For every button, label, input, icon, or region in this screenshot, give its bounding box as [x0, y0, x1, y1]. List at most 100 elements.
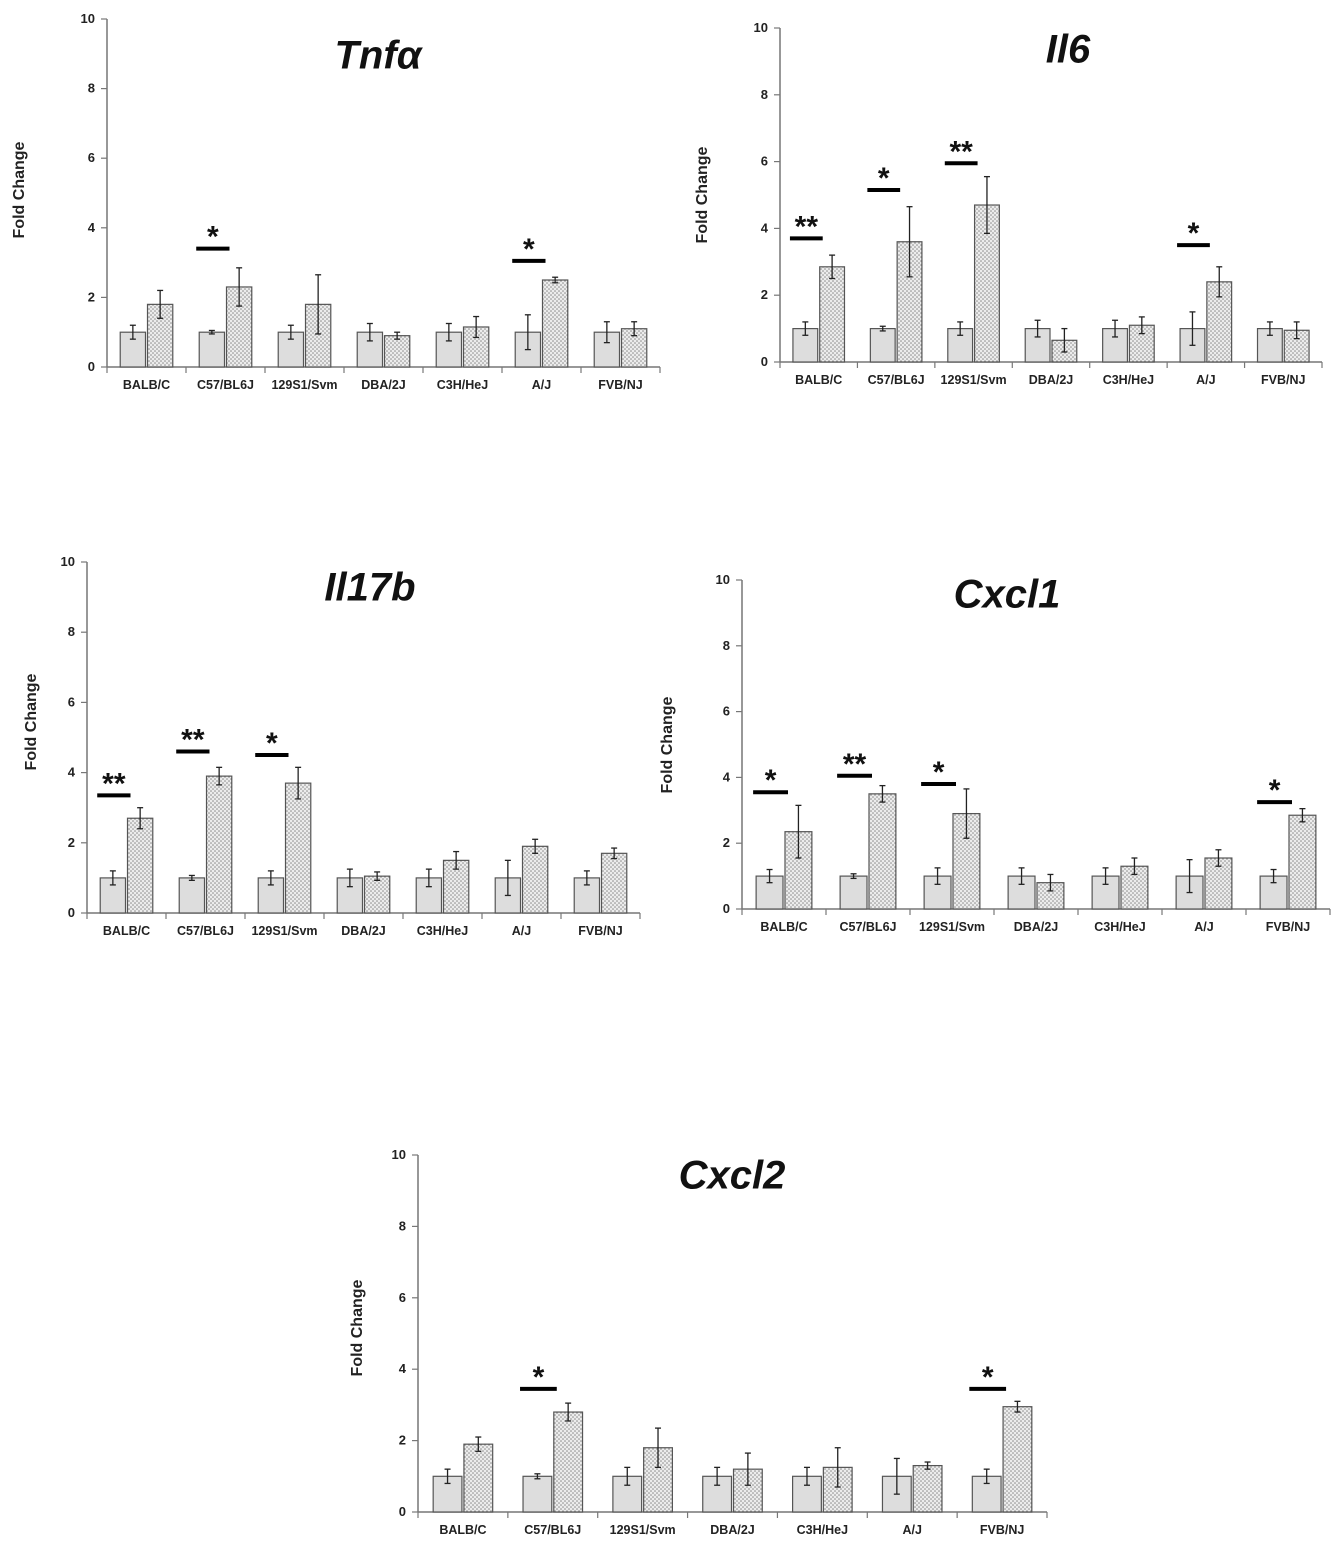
bar-series-2 [1002, 1406, 1033, 1513]
y-axis-label: Fold Change [11, 141, 28, 238]
x-tick-label: C57/BL6J [868, 373, 925, 387]
significance-label: ** [181, 724, 205, 757]
x-tick-label: C3H/HeJ [797, 1523, 848, 1537]
chart-panel-5: Cxcl2 Fold Change 0 2 4 6 8 10 BALB/C C57/BL6J 129… [349, 1147, 1048, 1537]
significance-label: ** [795, 210, 819, 243]
y-tick-label: 4 [399, 1361, 407, 1376]
x-tick-label: BALB/C [795, 373, 842, 387]
x-tick-label: A/J [512, 924, 532, 938]
x-tick-label: DBA/2J [710, 1523, 755, 1537]
y-tick-label: 6 [88, 150, 95, 165]
significance-label: * [523, 233, 535, 266]
y-tick-label: 4 [88, 220, 96, 235]
chart-title: Il6 [1046, 28, 1091, 72]
x-tick-label: 129S1/Svm [610, 1523, 676, 1537]
x-tick-label: C3H/HeJ [1094, 920, 1145, 934]
y-axis-label: Fold Change [659, 696, 676, 793]
bar-series-1 [869, 328, 896, 363]
x-tick-label: C57/BL6J [197, 378, 254, 392]
x-tick-label: FVB/NJ [578, 924, 623, 938]
y-tick-label: 4 [68, 765, 76, 780]
y-tick-label: 0 [723, 901, 730, 916]
y-tick-label: 6 [68, 694, 75, 709]
y-tick-label: 10 [392, 1147, 406, 1162]
bar-series-2 [363, 875, 391, 914]
chart-title: Tnfα [335, 34, 424, 78]
y-tick-label: 0 [761, 354, 768, 369]
y-tick-label: 10 [61, 554, 75, 569]
significance-label: * [533, 1361, 545, 1394]
chart-title: Il17b [324, 566, 415, 610]
bar-series-1 [522, 1475, 553, 1513]
x-tick-label: A/J [902, 1523, 922, 1537]
chart-panel-4: Cxcl1 Fold Change 0 2 4 6 8 10 BALB/C C57/BL6J 129… [659, 572, 1331, 934]
x-tick-label: FVB/NJ [598, 378, 643, 392]
x-tick-label: 129S1/Svm [271, 378, 337, 392]
y-axis-label: Fold Change [349, 1279, 366, 1376]
bar-series-2 [521, 845, 549, 914]
significance-label: * [765, 764, 777, 797]
x-tick-label: 129S1/Svm [251, 924, 317, 938]
chart-title: Cxcl2 [679, 1154, 786, 1198]
chart-panel-3: Il17b Fold Change 0 2 4 6 8 10 BALB/C C57/BL6J 129… [23, 554, 641, 938]
x-tick-label: FVB/NJ [1266, 920, 1311, 934]
x-tick-label: BALB/C [439, 1523, 486, 1537]
y-tick-label: 8 [68, 624, 75, 639]
x-tick-label: FVB/NJ [1261, 373, 1306, 387]
bar-series-1 [839, 875, 868, 910]
x-tick-label: C3H/HeJ [1103, 373, 1154, 387]
significance-label: * [266, 727, 278, 760]
y-tick-label: 4 [723, 769, 731, 784]
bar-series-1 [947, 328, 974, 363]
significance-label: * [1269, 774, 1281, 807]
x-tick-label: FVB/NJ [980, 1523, 1025, 1537]
y-tick-label: 8 [88, 81, 95, 96]
bar-series-2 [1204, 857, 1233, 910]
significance-label: * [933, 756, 945, 789]
y-tick-label: 2 [761, 287, 768, 302]
x-tick-label: DBA/2J [361, 378, 406, 392]
x-tick-label: DBA/2J [1029, 373, 1074, 387]
y-tick-label: 2 [68, 835, 75, 850]
y-tick-label: 0 [88, 359, 95, 374]
bar-series-1 [119, 331, 147, 368]
x-tick-label: BALB/C [760, 920, 807, 934]
x-tick-label: C57/BL6J [524, 1523, 581, 1537]
bar-series-2 [126, 817, 154, 914]
bar-series-2 [383, 335, 411, 368]
x-tick-label: C3H/HeJ [417, 924, 468, 938]
bar-series-2 [600, 852, 628, 914]
y-tick-label: 2 [723, 835, 730, 850]
bar-series-2 [868, 793, 897, 910]
y-tick-label: 6 [399, 1290, 406, 1305]
y-tick-label: 8 [761, 87, 768, 102]
x-tick-label: C57/BL6J [177, 924, 234, 938]
x-tick-label: DBA/2J [341, 924, 386, 938]
significance-label: ** [950, 135, 974, 168]
bar-series-2 [463, 1443, 494, 1513]
y-tick-label: 4 [761, 220, 769, 235]
significance-label: * [1188, 217, 1200, 250]
bar-series-2 [912, 1464, 943, 1513]
y-axis-label: Fold Change [694, 146, 711, 243]
significance-label: * [878, 162, 890, 195]
significance-label: * [207, 221, 219, 254]
chart-title: Cxcl1 [954, 573, 1061, 617]
significance-label: * [982, 1361, 994, 1394]
bar-series-2 [1288, 814, 1317, 910]
y-tick-label: 6 [761, 154, 768, 169]
x-tick-label: C57/BL6J [840, 920, 897, 934]
y-tick-label: 6 [723, 704, 730, 719]
y-tick-label: 8 [723, 638, 730, 653]
chart-panel-2: Il6 Fold Change 0 2 4 6 8 10 BALB/C C57/BL6J 129S1… [694, 20, 1323, 387]
x-tick-label: A/J [1194, 920, 1214, 934]
y-axis-label: Fold Change [23, 673, 40, 770]
bar-series-1 [178, 877, 206, 914]
x-tick-label: A/J [1196, 373, 1216, 387]
x-tick-label: DBA/2J [1014, 920, 1059, 934]
y-tick-label: 10 [81, 11, 95, 26]
y-tick-label: 0 [68, 905, 75, 920]
chart-panel-1: Tnfα Fold Change 0 2 4 6 8 10 BALB/C C57/BL6J 129S… [11, 11, 661, 392]
x-tick-label: BALB/C [103, 924, 150, 938]
